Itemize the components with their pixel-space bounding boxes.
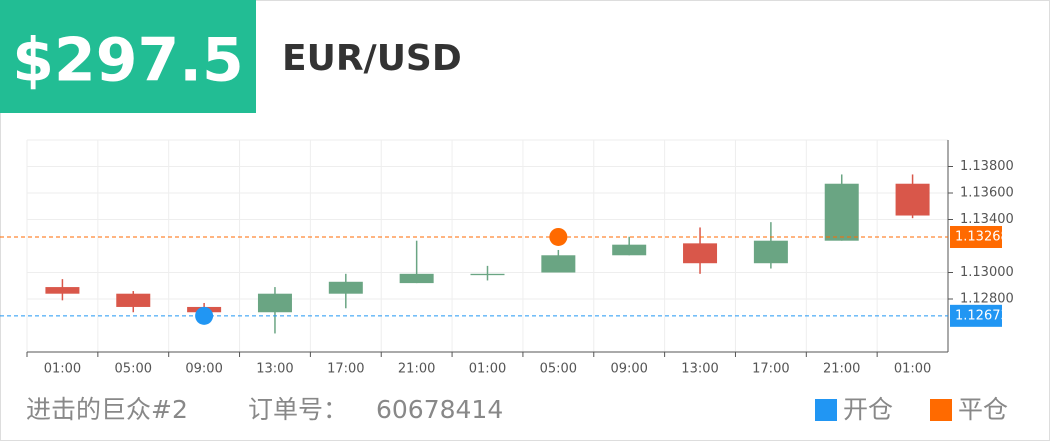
- x-tick-label: 17:00: [327, 362, 364, 377]
- order-label: 订单号：: [248, 395, 348, 424]
- price-box: [0, 0, 256, 113]
- y-tick-label: 1.13000: [960, 265, 1014, 280]
- candle-body: [328, 281, 363, 294]
- price: $297.5: [12, 26, 244, 96]
- candle-body: [399, 273, 434, 284]
- marker-dot: [195, 306, 214, 325]
- x-tick-label: 05:00: [115, 362, 152, 377]
- marker-label: 1.13268: [955, 229, 1009, 244]
- candle-body: [257, 293, 292, 313]
- symbol: EUR/USD: [282, 38, 462, 79]
- x-tick-label: 09:00: [185, 362, 222, 377]
- candle-body: [895, 183, 930, 216]
- y-tick-label: 1.13800: [960, 159, 1014, 174]
- candle-body: [470, 273, 505, 276]
- legend-swatch: [815, 399, 837, 421]
- marker-label: 1.12673: [955, 308, 1009, 323]
- x-tick-label: 01:00: [469, 362, 506, 377]
- candle-body: [683, 243, 718, 264]
- x-tick-label: 17:00: [752, 362, 789, 377]
- x-tick-label: 21:00: [823, 362, 860, 377]
- x-tick-label: 05:00: [540, 362, 577, 377]
- candle-body: [116, 293, 151, 307]
- legend-label: 开仓: [843, 395, 893, 424]
- x-tick-label: 21:00: [398, 362, 435, 377]
- trader-name: 进击的巨众#2: [26, 395, 188, 424]
- x-tick-label: 13:00: [681, 362, 718, 377]
- x-tick-label: 09:00: [610, 362, 647, 377]
- x-tick-label: 01:00: [44, 362, 81, 377]
- legend-swatch: [930, 399, 952, 421]
- candle-body: [45, 287, 80, 294]
- y-tick-label: 1.12800: [960, 292, 1014, 307]
- marker-label-box: [950, 304, 1002, 327]
- legend-label: 平仓: [958, 395, 1008, 424]
- y-tick-label: 1.13400: [960, 212, 1014, 227]
- y-tick-label: 1.13600: [960, 186, 1014, 201]
- order-number: 60678414: [376, 395, 503, 424]
- candle-body: [612, 244, 647, 256]
- marker-label-box: [950, 225, 1002, 248]
- candle-body: [541, 255, 576, 273]
- x-tick-label: 13:00: [256, 362, 293, 377]
- x-tick-label: 01:00: [894, 362, 931, 377]
- candle-body: [753, 240, 788, 264]
- marker-dot: [549, 227, 568, 246]
- candle-body: [824, 183, 859, 241]
